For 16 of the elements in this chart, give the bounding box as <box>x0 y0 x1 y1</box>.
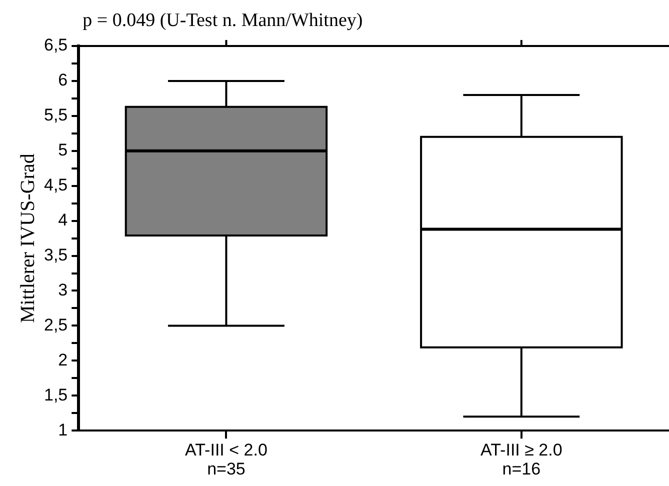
y-tick-label: 1,5 <box>44 385 68 404</box>
y-tick-label: 4 <box>58 210 68 230</box>
x-tick-label: AT-III < 2.0 n=35 <box>185 440 268 478</box>
y-tick-label: 6,5 <box>44 36 68 55</box>
y-tick-label: 1 <box>58 420 68 440</box>
x-tick-label: AT-III ≥ 2.0 n=16 <box>480 440 562 478</box>
y-tick-label: 3,5 <box>44 245 68 264</box>
y-tick-label: 6 <box>58 70 68 90</box>
y-axis-title: Mittlerer IVUS-Grad <box>17 154 39 324</box>
y-tick-label: 3 <box>58 280 68 300</box>
y-tick-label: 2,5 <box>44 315 68 334</box>
y-tick-label: 5,5 <box>44 106 68 125</box>
y-tick-label: 2 <box>58 350 68 370</box>
y-tick-label: 5 <box>58 140 68 160</box>
y-tick-label: 4,5 <box>44 176 68 195</box>
chart-title: p = 0.049 (U-Test n. Mann/Whitney) <box>82 10 363 31</box>
